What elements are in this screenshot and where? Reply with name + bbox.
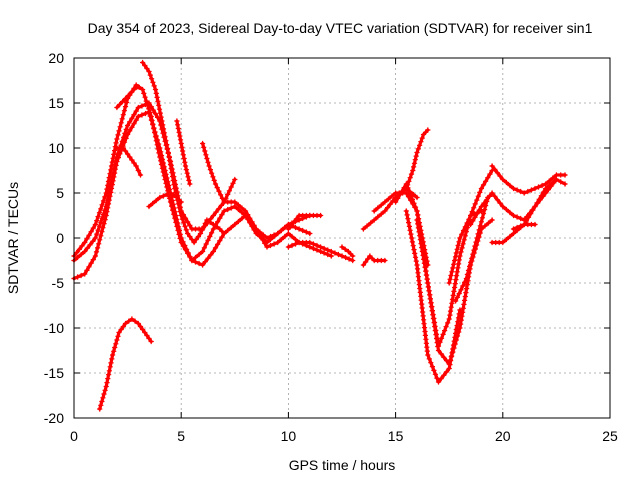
y-tick-label: 15 <box>48 95 64 111</box>
x-tick-label: 15 <box>388 428 404 444</box>
data-layer <box>71 59 568 412</box>
x-tick-label: 20 <box>495 428 511 444</box>
series-track-4 <box>114 145 144 178</box>
series-track-13 <box>339 244 356 259</box>
series-markers <box>97 316 154 412</box>
series-trace <box>490 164 567 195</box>
y-tick-label: 10 <box>48 140 64 156</box>
y-tick-label: -15 <box>44 365 64 381</box>
series-markers <box>114 145 144 178</box>
y-tick-label: 5 <box>56 185 64 201</box>
x-axis-title: GPS time / hours <box>289 457 396 473</box>
series-trace <box>115 85 140 110</box>
series-markers <box>489 176 559 246</box>
series-markers <box>285 239 356 264</box>
series-track-7 <box>146 190 184 210</box>
series-track-6 <box>140 59 227 246</box>
y-tick-label: 0 <box>56 230 64 246</box>
series-track-9 <box>200 140 238 205</box>
chart-title: Day 354 of 2023, Sidereal Day-to-day VTE… <box>88 20 593 36</box>
series-track-14 <box>360 253 388 268</box>
x-tick-label: 25 <box>602 428 618 444</box>
series-markers <box>285 212 324 232</box>
series-markers <box>174 118 193 187</box>
series-track-12 <box>285 239 356 264</box>
y-tick-labels: -20 -15 -10 -5 0 5 10 15 20 <box>44 50 64 426</box>
series-track-22 <box>453 194 491 304</box>
series-markers <box>489 163 568 196</box>
series-track-10 <box>97 316 154 412</box>
series-trace <box>394 168 494 348</box>
series-track-5 <box>114 84 141 111</box>
series-markers <box>446 208 484 286</box>
series-markers <box>200 140 238 205</box>
series-track-11 <box>285 212 324 232</box>
x-tick-labels: 0 5 10 15 20 25 <box>70 428 618 444</box>
tick-layer <box>73 57 611 419</box>
series-track-26 <box>510 221 538 232</box>
y-tick-label: -20 <box>44 410 64 426</box>
x-tick-label: 5 <box>177 428 185 444</box>
series-markers <box>510 221 538 232</box>
y-tick-label: 20 <box>48 50 64 66</box>
series-markers <box>453 194 491 304</box>
series-markers <box>339 244 356 259</box>
y-tick-label: -5 <box>52 275 65 291</box>
series-track-3 <box>71 109 334 282</box>
x-tick-label: 10 <box>281 428 297 444</box>
series-track-8 <box>174 118 193 187</box>
y-axis-title: SDTVAR / TECUs <box>5 182 21 294</box>
series-markers <box>140 59 227 246</box>
series-track-18 <box>403 127 431 192</box>
series-track-24 <box>489 163 568 196</box>
x-tick-label: 0 <box>70 428 78 444</box>
series-markers <box>146 190 184 210</box>
series-markers <box>114 84 141 111</box>
series-track-25 <box>489 176 559 246</box>
series-markers <box>360 253 388 268</box>
series-markers <box>403 127 431 192</box>
y-tick-label: -10 <box>44 320 64 336</box>
